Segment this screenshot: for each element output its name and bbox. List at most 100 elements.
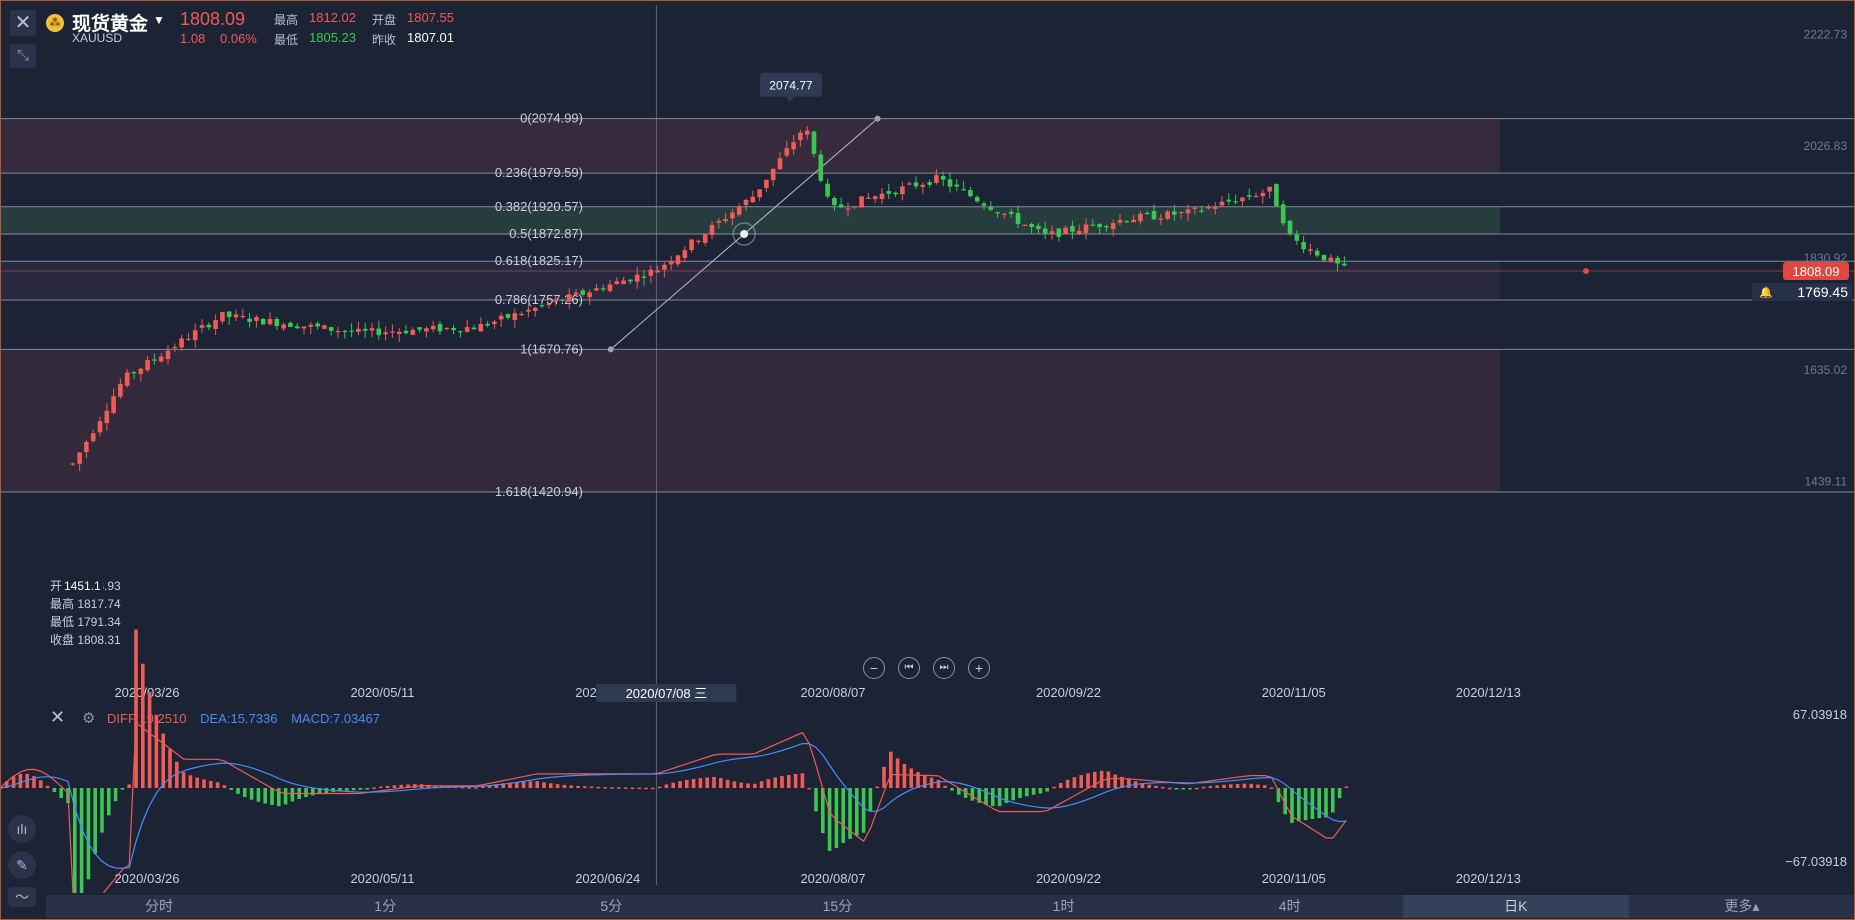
- macd-bar: [651, 787, 655, 790]
- candle-body: [124, 372, 130, 386]
- tab-5min[interactable]: 5分: [600, 898, 623, 914]
- candle-body: [1002, 213, 1007, 215]
- candle-body: [254, 316, 259, 321]
- instrument-header: ✕ ⤡ ⁂ 现货黄金 ▼ XAUUSD 1808.09 1.08 0.06% 最…: [0, 0, 600, 68]
- candle-body: [859, 196, 864, 208]
- macd-bar: [515, 782, 519, 788]
- candle-body: [111, 396, 116, 413]
- price-axis-label-2: 1830.92: [1804, 251, 1848, 265]
- pin-icon[interactable]: ⤡: [10, 44, 36, 68]
- candle-body: [362, 328, 368, 331]
- fib-label-0: 0(2074.99): [520, 111, 583, 126]
- macd-dea-line: [0, 742, 1347, 869]
- macd-bar: [1201, 786, 1206, 789]
- macd-bar: [596, 786, 601, 789]
- candle-body: [886, 191, 892, 194]
- macd-bar: [1263, 785, 1267, 788]
- candle-body: [328, 327, 334, 331]
- macd-bar: [848, 788, 852, 839]
- high-label: 最高: [274, 13, 299, 27]
- macd-bar: [1283, 788, 1287, 815]
- tab-timeshare[interactable]: 分时: [145, 898, 174, 914]
- candle-body: [90, 433, 96, 442]
- tab-4hour[interactable]: 4时: [1278, 898, 1301, 914]
- macd-bar: [1120, 776, 1124, 788]
- candle-body: [498, 315, 504, 320]
- chevron-down-icon[interactable]: ▼: [153, 13, 165, 27]
- macd-bar: [32, 776, 36, 788]
- fib-zone-0: [0, 118, 1500, 174]
- macd-bar: [399, 784, 403, 788]
- skip-forward-icon[interactable]: ⏭: [933, 657, 955, 679]
- macd-bar: [501, 783, 505, 788]
- macd-bar: [807, 787, 811, 790]
- skip-back-icon[interactable]: ⏮: [898, 657, 920, 679]
- macd-bar: [1222, 784, 1226, 788]
- macd-bar: [1099, 770, 1104, 788]
- main-chart[interactable]: 0(2074.99) 0.236(1979.59) 0.382(1920.57) 0.…: [0, 0, 1855, 893]
- tab-daily[interactable]: 日K: [1402, 895, 1629, 918]
- macd-bar: [229, 788, 233, 790]
- trend-start-point: [607, 346, 614, 353]
- macd-bar: [283, 788, 288, 805]
- macd-bar: [719, 778, 723, 788]
- candle-body: [1240, 197, 1245, 202]
- candle-body: [424, 328, 429, 332]
- macd-bar: [460, 786, 465, 789]
- candle-body: [186, 338, 191, 341]
- candle-body: [981, 203, 987, 206]
- candle-body: [1206, 206, 1211, 209]
- candle-body: [342, 330, 348, 333]
- candle-body: [77, 452, 82, 464]
- macd-bar: [1188, 788, 1192, 790]
- indicator-icon[interactable]: ılı: [8, 815, 36, 843]
- candle-body: [757, 189, 762, 198]
- candle-body: [1294, 234, 1300, 241]
- candle-body: [804, 130, 810, 135]
- draw-pen-icon[interactable]: ✎: [8, 851, 36, 879]
- price-axis-label-4: 1439.11: [1805, 475, 1848, 489]
- line-tool-icon[interactable]: 〜: [8, 887, 36, 907]
- fib-zone-3: [0, 349, 1500, 492]
- macd-bar: [11, 776, 16, 788]
- macd-bar: [834, 788, 839, 848]
- candle-body: [743, 199, 749, 206]
- candle-body: [730, 212, 735, 219]
- instrument-name[interactable]: 现货黄金: [72, 14, 149, 35]
- macd-bar: [787, 774, 791, 788]
- zoom-out-icon[interactable]: −: [863, 657, 885, 679]
- macd-bar: [1147, 784, 1151, 788]
- macd-bar: [991, 788, 995, 807]
- low-value: 1805.23: [309, 30, 356, 45]
- close-icon[interactable]: ✕: [10, 10, 36, 36]
- macd-bar: [39, 780, 43, 788]
- close-macd-icon[interactable]: ✕: [50, 707, 66, 727]
- candle-body: [1280, 204, 1286, 224]
- candle-body: [274, 318, 280, 327]
- tab-more[interactable]: 更多▴: [1724, 898, 1760, 914]
- macd-bar: [725, 779, 730, 788]
- tab-1hour[interactable]: 1时: [1052, 898, 1075, 914]
- gear-icon[interactable]: ⚙: [82, 710, 96, 727]
- tab-1min[interactable]: 1分: [374, 898, 397, 914]
- macd-bar: [351, 788, 356, 791]
- candle-body: [906, 183, 912, 185]
- candle-body: [1131, 219, 1136, 223]
- macd-bar: [997, 788, 1002, 807]
- candle-body: [1124, 221, 1130, 223]
- candle-body: [764, 179, 769, 189]
- macd-bar: [827, 788, 832, 851]
- macd-bar: [147, 691, 152, 788]
- alert-price-tag: 1769.45: [1797, 284, 1848, 300]
- candle-body: [662, 264, 667, 270]
- tab-15min[interactable]: 15分: [822, 898, 853, 914]
- macd-bar: [154, 714, 159, 788]
- candle-body: [1308, 249, 1313, 251]
- candle-body: [294, 326, 300, 329]
- candle-body: [396, 331, 402, 335]
- macd-bar: [379, 786, 383, 789]
- macd-bar: [467, 787, 471, 789]
- candle-body: [872, 196, 878, 200]
- zoom-in-icon[interactable]: +: [968, 657, 990, 679]
- candle-body: [784, 148, 790, 156]
